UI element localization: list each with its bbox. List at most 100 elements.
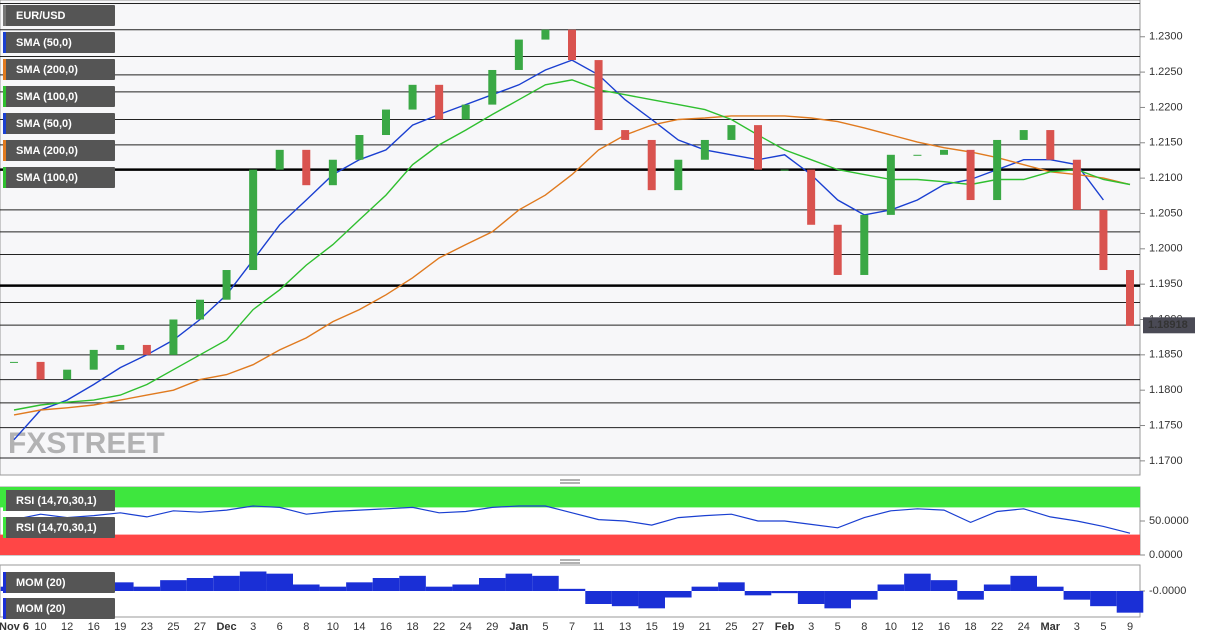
- candle: [196, 299, 204, 320]
- x-tick-label: 19: [672, 621, 684, 633]
- mom-bar: [983, 584, 1011, 591]
- x-tick-label: 9: [1127, 621, 1133, 633]
- legend-swatch: [3, 167, 6, 188]
- x-tick-label: 3: [250, 621, 256, 633]
- legend-box: [3, 32, 115, 53]
- last-price-box: [1143, 317, 1195, 334]
- candle: [435, 84, 444, 120]
- candle: [382, 109, 390, 136]
- candle: [621, 130, 630, 140]
- legend-label: MOM (20): [16, 603, 66, 615]
- x-tick-label: 8: [861, 621, 867, 633]
- x-tick-label: 5: [1100, 621, 1106, 633]
- candle: [993, 139, 1002, 201]
- candle: [355, 135, 364, 160]
- candle: [249, 169, 258, 271]
- x-tick-label: 21: [699, 621, 711, 633]
- x-tick-label: 25: [167, 621, 179, 633]
- legend-label: MOM (20): [16, 577, 66, 589]
- candle: [1126, 270, 1134, 326]
- price-panel: [0, 0, 1141, 476]
- legend-box: [3, 5, 115, 26]
- mom-bar: [665, 591, 692, 598]
- candle: [302, 149, 311, 186]
- x-tick-label: 10: [327, 621, 339, 633]
- candle: [275, 149, 284, 170]
- legend-box: [3, 572, 115, 593]
- x-tick-label: 14: [353, 621, 365, 633]
- legend-box: [3, 140, 115, 161]
- x-tick-label: 27: [194, 621, 206, 633]
- legend-label: EUR/USD: [16, 10, 66, 22]
- candle: [780, 169, 789, 171]
- x-tick-label: 8: [303, 621, 309, 633]
- mom-bar: [797, 591, 825, 604]
- x-tick-label: 6: [277, 621, 283, 633]
- mom-bar: [425, 586, 453, 591]
- candle: [727, 125, 736, 140]
- x-tick-label: 11: [593, 621, 604, 633]
- oversold-band: [0, 534, 1140, 555]
- mom-bar: [877, 584, 905, 591]
- mom-bar: [851, 591, 878, 600]
- mom-bar: [186, 578, 214, 591]
- y-tick-label: 50.0000: [1149, 515, 1189, 527]
- y-tick-label: 1.2250: [1149, 66, 1183, 78]
- candle: [222, 270, 231, 300]
- x-tick-label: 12: [61, 621, 73, 633]
- candle: [1072, 159, 1081, 210]
- y-tick-label: 1.1700: [1149, 455, 1183, 467]
- candle: [1019, 130, 1028, 140]
- candle: [647, 139, 656, 191]
- mom-bar: [771, 591, 798, 594]
- x-tick-label: 22: [991, 621, 1003, 633]
- candle: [807, 169, 816, 225]
- mom-bar: [718, 582, 745, 591]
- mom-bar: [824, 591, 851, 609]
- x-tick-label: Feb: [775, 621, 795, 633]
- candle: [700, 139, 709, 160]
- mom-bar: [399, 575, 426, 591]
- sma-line: [13, 115, 1131, 416]
- x-tick-label: 16: [938, 621, 950, 633]
- mom-bar: [346, 582, 373, 591]
- legend-label: SMA (50,0): [16, 37, 72, 49]
- mom-bar: [239, 571, 267, 591]
- x-tick-label: 5: [835, 621, 841, 633]
- x-tick-label: 25: [725, 621, 737, 633]
- x-tick-label: 16: [88, 621, 100, 633]
- x-tick-label: 22: [433, 621, 445, 633]
- legend-label: SMA (200,0): [16, 145, 78, 157]
- x-tick-label: 5: [542, 621, 548, 633]
- mom-bar: [558, 588, 586, 591]
- y-tick-label: 0.0000: [1149, 549, 1183, 561]
- x-tick-label: 3: [808, 621, 814, 633]
- x-tick-label: 16: [380, 621, 392, 633]
- mom-bar: [1090, 591, 1117, 607]
- legend-box: [3, 113, 115, 134]
- mom-bar: [107, 582, 134, 591]
- candle: [594, 60, 603, 131]
- rsi-line: [13, 505, 1131, 534]
- x-tick-label: 24: [1018, 621, 1030, 633]
- candle: [10, 361, 18, 363]
- mom-bar: [293, 584, 320, 591]
- x-tick-label: 3: [1074, 621, 1080, 633]
- legend-swatch: [3, 32, 6, 53]
- candle: [328, 159, 337, 186]
- legend-box: [3, 517, 115, 538]
- watermark: FXSTREET: [8, 427, 165, 460]
- candle: [913, 154, 922, 156]
- legend-swatch: [3, 490, 6, 511]
- legend-box: [3, 598, 115, 619]
- candle: [142, 344, 151, 355]
- x-tick-label: 18: [406, 621, 418, 633]
- legend-label: RSI (14,70,30,1): [16, 522, 97, 534]
- x-tick-label: 13: [619, 621, 631, 633]
- mom-bar: [372, 578, 400, 591]
- mom-bar: [691, 586, 719, 591]
- x-tick-label: 10: [885, 621, 897, 633]
- candle: [89, 349, 98, 370]
- mom-bar: [957, 591, 984, 600]
- x-tick-label: Mar: [1041, 621, 1061, 633]
